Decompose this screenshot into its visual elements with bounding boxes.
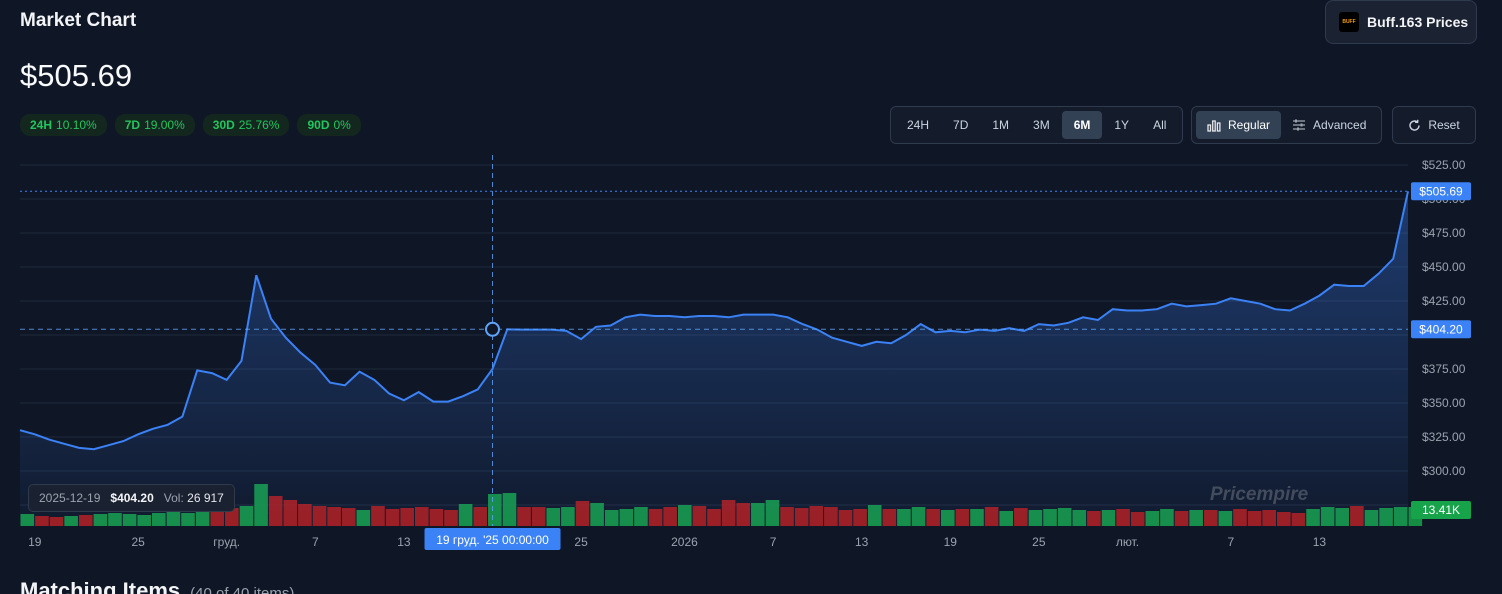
x-tick-label: 7 xyxy=(1227,535,1234,549)
change-badge-90d: 90D 0% xyxy=(297,114,361,136)
x-tick-label: 25 xyxy=(131,535,145,549)
x-tick-label: 19 xyxy=(28,535,42,549)
y-tick-label: $450.00 xyxy=(1422,260,1466,274)
x-tick-label: 2026 xyxy=(671,535,698,549)
matching-items-heading: Matching Items (40 of 40 items) xyxy=(20,578,295,594)
crosshair-price-label: $404.20 xyxy=(1419,322,1463,336)
x-tick-label: 7 xyxy=(312,535,319,549)
price-chart[interactable]: $525.00$500.00$475.00$450.00$425.00$375.… xyxy=(0,150,1502,555)
range-1y-button[interactable]: 1Y xyxy=(1114,118,1130,132)
last-price-label: $505.69 xyxy=(1419,184,1463,198)
range-1m-button[interactable]: 1M xyxy=(992,118,1010,132)
y-tick-label: $325.00 xyxy=(1422,430,1466,444)
pricempire-watermark: Pricempire xyxy=(1210,484,1309,505)
advanced-mode-label: Advanced xyxy=(1313,118,1367,132)
crosshair-date-box xyxy=(424,528,561,550)
advanced-mode-button[interactable]: Advanced xyxy=(1281,111,1377,139)
bar-chart-icon xyxy=(1207,119,1221,132)
y-tick-label: $475.00 xyxy=(1422,226,1466,240)
price-area xyxy=(20,191,1408,527)
regular-mode-label: Regular xyxy=(1228,118,1271,132)
range-24h-button[interactable]: 24H xyxy=(907,118,930,132)
x-tick-label: 7 xyxy=(770,535,777,549)
sliders-icon xyxy=(1293,119,1306,131)
price-source-label: Buff.163 Prices xyxy=(1367,14,1469,30)
reset-label: Reset xyxy=(1428,118,1460,132)
price-source-button[interactable]: BUFF Buff.163 Prices xyxy=(1325,0,1477,44)
page-title: Market Chart xyxy=(20,10,137,31)
crosshair-price-label-box xyxy=(1411,320,1471,339)
y-tick-label: $350.00 xyxy=(1422,396,1466,410)
chart-mode-selector: Regular Advanced xyxy=(1191,106,1383,144)
x-tick-label: лют. xyxy=(1116,535,1139,549)
y-tick-label: $300.00 xyxy=(1422,464,1466,478)
y-tick-label: $425.00 xyxy=(1422,294,1466,308)
change-badge-7d: 7D 19.00% xyxy=(114,114,195,136)
last-price-label-box xyxy=(1411,182,1471,201)
change-badge-24h: 24H 10.10% xyxy=(20,114,107,136)
price-change-badges: 24H 10.10% 7D 19.00% 30D 25.76% 90D 0% xyxy=(20,114,361,136)
time-range-selector: 24H 7D 1M 3M 6M 1Y All xyxy=(890,106,1184,144)
y-tick-label: $375.00 xyxy=(1422,362,1466,376)
range-6m-button[interactable]: 6M xyxy=(1061,111,1103,139)
current-price: $505.69 xyxy=(20,58,133,93)
x-tick-label: груд. xyxy=(213,535,240,549)
y-tick-label: $525.00 xyxy=(1422,158,1466,172)
price-line xyxy=(19,191,1409,451)
crosshair-date-label: 19 груд. '25 00:00:00 xyxy=(436,533,549,547)
x-tick-label: 13 xyxy=(1313,535,1327,549)
tooltip-price: $404.20 xyxy=(110,491,154,505)
change-badge-30d: 30D 25.76% xyxy=(202,114,290,136)
refresh-icon xyxy=(1409,119,1421,131)
x-tick-label: 13 xyxy=(397,535,411,549)
regular-mode-button[interactable]: Regular xyxy=(1196,111,1282,139)
range-all-button[interactable]: All xyxy=(1153,118,1167,132)
range-3m-button[interactable]: 3M xyxy=(1033,118,1050,132)
crosshair-point xyxy=(485,321,501,337)
x-tick-label: 25 xyxy=(574,535,588,549)
volume-label: 13.41K xyxy=(1422,503,1460,517)
reset-button[interactable]: Reset xyxy=(1392,106,1476,144)
tooltip-date: 2025-12-19 xyxy=(39,491,101,505)
volume-label-box xyxy=(1411,501,1471,519)
tooltip-volume: Vol: 26 917 xyxy=(163,491,224,505)
x-tick-label: 19 xyxy=(944,535,958,549)
range-7d-button[interactable]: 7D xyxy=(953,118,969,132)
x-tick-label: 13 xyxy=(855,535,869,549)
crosshair-tooltip: 2025-12-19 $404.20 Vol: 26 917 xyxy=(28,484,235,512)
x-tick-label: 25 xyxy=(1032,535,1046,549)
buff-logo-icon: BUFF xyxy=(1339,12,1359,32)
